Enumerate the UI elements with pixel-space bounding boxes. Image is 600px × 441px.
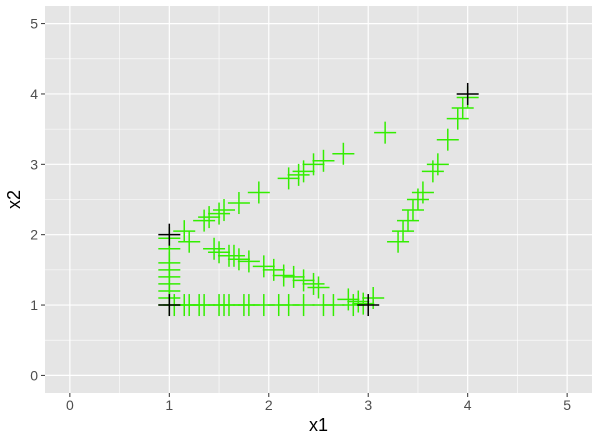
- data-point: [277, 167, 300, 190]
- x-tick-label: 1: [165, 397, 173, 413]
- data-point: [436, 128, 459, 151]
- data-points: [158, 82, 479, 317]
- data-point: [302, 153, 325, 176]
- y-tick-label: 1: [30, 297, 38, 313]
- y-tick-label: 4: [30, 86, 38, 102]
- data-point: [222, 244, 245, 267]
- data-point: [374, 121, 397, 144]
- data-point: [307, 276, 330, 299]
- data-point: [332, 142, 355, 165]
- x-tick-label: 0: [66, 397, 74, 413]
- data-point: [173, 220, 196, 243]
- data-point: [312, 149, 335, 172]
- data-point: [213, 199, 236, 222]
- x-tick-label: 5: [563, 397, 571, 413]
- data-point: [193, 209, 216, 232]
- data-point: [252, 255, 275, 278]
- data-point: [287, 163, 310, 186]
- data-point: [178, 230, 201, 253]
- data-point: [227, 248, 250, 271]
- data-point: [337, 288, 360, 311]
- y-tick-label: 2: [30, 227, 38, 243]
- data-point: [282, 265, 305, 288]
- x-tick-label: 4: [464, 397, 472, 413]
- data-point: [387, 230, 410, 253]
- data-point: [426, 153, 449, 176]
- data-point: [451, 97, 474, 120]
- data-point: [203, 237, 226, 260]
- data-point: [237, 250, 260, 273]
- x-axis: 0 1 2 3 4 5: [66, 393, 571, 413]
- data-point: [352, 292, 375, 315]
- data-point: [292, 294, 315, 317]
- data-point: [397, 209, 420, 232]
- data-point: [208, 202, 231, 225]
- data-point: [198, 206, 221, 229]
- y-tick-label: 0: [30, 367, 38, 383]
- data-point: [292, 269, 315, 292]
- data-point: [227, 192, 250, 215]
- grid-major: [45, 6, 592, 393]
- y-tick-label: 3: [30, 156, 38, 172]
- data-point: [446, 107, 469, 130]
- data-point: [302, 272, 325, 295]
- highlight-point: [158, 223, 181, 246]
- data-point: [262, 258, 285, 281]
- highlight-point: [357, 294, 380, 317]
- y-axis-title: x2: [4, 190, 24, 209]
- x-tick-label: 3: [364, 397, 372, 413]
- data-point: [347, 290, 370, 313]
- y-axis: 0 1 2 3 4 5: [30, 16, 45, 383]
- data-point: [247, 181, 270, 204]
- highlight-point: [456, 82, 479, 105]
- y-tick-label: 5: [30, 16, 38, 32]
- data-point: [272, 264, 295, 287]
- data-point: [322, 294, 345, 317]
- data-point: [392, 220, 415, 243]
- data-point: [411, 181, 434, 204]
- data-point: [208, 241, 231, 264]
- highlight-point: [158, 294, 181, 317]
- data-point: [401, 199, 424, 222]
- x-axis-title: x1: [309, 415, 328, 435]
- x-tick-label: 2: [265, 397, 273, 413]
- grid-minor: [45, 6, 592, 393]
